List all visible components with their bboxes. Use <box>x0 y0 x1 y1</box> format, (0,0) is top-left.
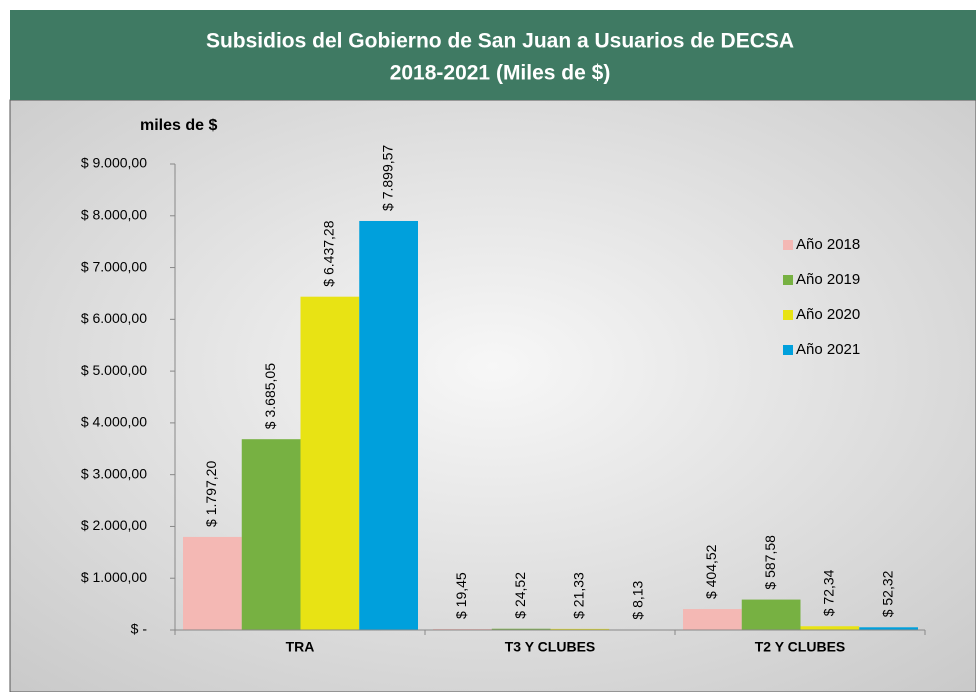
y-tick-label: $ 5.000,00 <box>81 362 147 378</box>
bar <box>859 627 918 630</box>
x-tick-label: T2 Y CLUBES <box>755 639 846 655</box>
legend-swatch <box>783 240 793 250</box>
y-tick-label: $ - <box>131 621 148 637</box>
data-label: $ 8,13 <box>629 580 645 619</box>
data-label: $ 21,33 <box>571 572 587 619</box>
y-tick-label: $ 1.000,00 <box>81 569 147 585</box>
y-tick-label: $ 6.000,00 <box>81 310 147 326</box>
y-tick-label: $ 7.000,00 <box>81 258 147 274</box>
bar <box>741 599 801 630</box>
bar <box>359 220 418 630</box>
bar <box>550 628 610 630</box>
plot-background <box>9 99 976 692</box>
bar <box>491 628 551 630</box>
chart-title: Subsidios del Gobierno de San Juan a Usu… <box>206 30 794 53</box>
bar <box>800 626 860 630</box>
x-tick-label: TRA <box>286 639 315 655</box>
legend-swatch <box>783 345 793 355</box>
bar <box>433 628 492 630</box>
y-axis-label: miles de $ <box>140 117 217 134</box>
bar <box>683 609 742 630</box>
data-label: $ 24,52 <box>512 572 528 619</box>
bar <box>300 296 360 630</box>
legend-swatch <box>783 275 793 285</box>
y-tick-label: $ 2.000,00 <box>81 517 147 533</box>
chart-subtitle: 2018-2021 (Miles de $) <box>390 62 611 85</box>
data-label: $ 587,58 <box>762 535 778 590</box>
legend-label: Año 2018 <box>796 236 860 253</box>
y-tick-label: $ 3.000,00 <box>81 465 147 481</box>
data-label: $ 19,45 <box>453 572 469 619</box>
bar <box>241 439 301 630</box>
data-label: $ 3.685,05 <box>262 363 278 429</box>
y-tick-label: $ 8.000,00 <box>81 206 147 222</box>
x-tick-label: T3 Y CLUBES <box>505 639 596 655</box>
header <box>10 10 976 100</box>
data-label: $ 52,32 <box>879 570 895 617</box>
data-label: $ 404,52 <box>703 544 719 599</box>
legend-label: Año 2021 <box>796 341 860 358</box>
legend-label: Año 2019 <box>796 271 860 288</box>
legend-label: Año 2020 <box>796 306 860 323</box>
data-label: $ 7.899,57 <box>379 145 395 211</box>
data-label: $ 1.797,20 <box>203 461 219 527</box>
bar <box>183 536 242 630</box>
legend-swatch <box>783 310 793 320</box>
data-label: $ 6.437,28 <box>321 220 337 286</box>
y-tick-label: $ 9.000,00 <box>81 155 147 171</box>
y-tick-label: $ 4.000,00 <box>81 414 147 430</box>
data-label: $ 72,34 <box>821 569 837 616</box>
